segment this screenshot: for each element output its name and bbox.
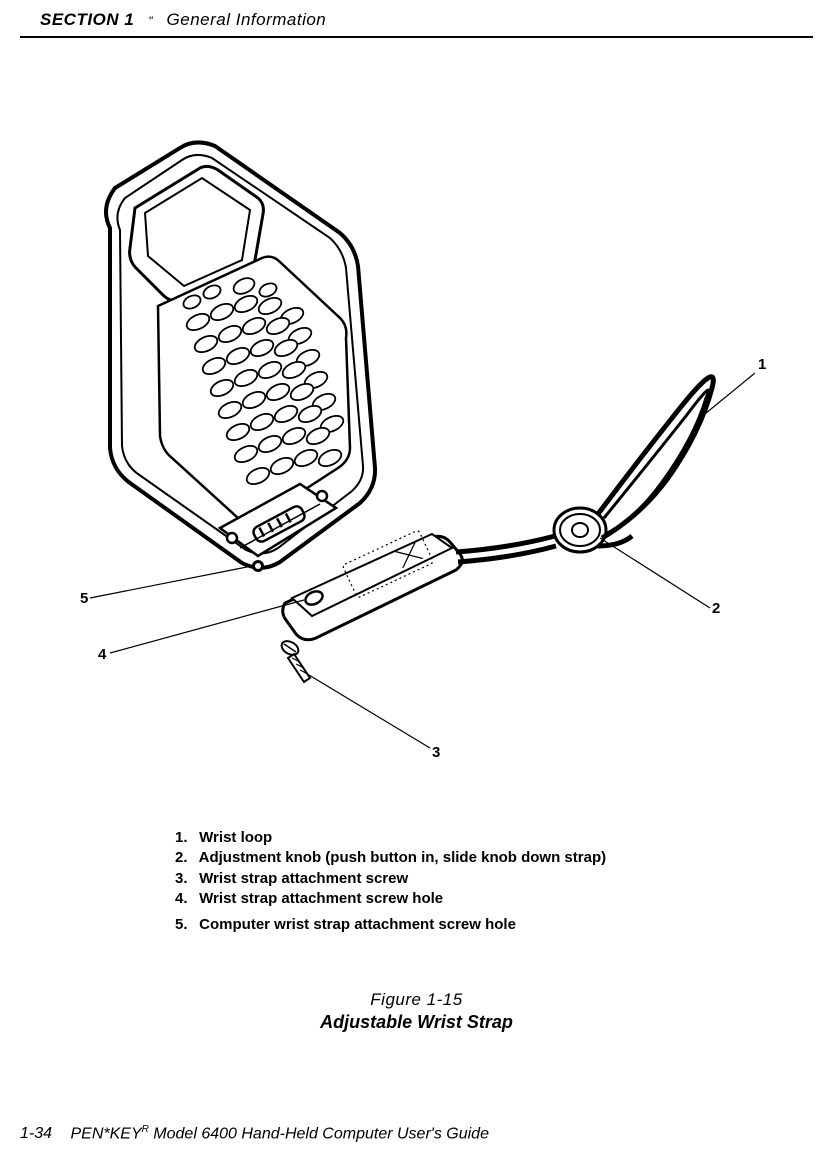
legend-num: 1. — [175, 828, 195, 848]
wrist-strap-diagram — [0, 38, 833, 828]
figure-caption: Figure 1-15 Adjustable Wrist Strap — [0, 990, 833, 1033]
legend-item: 2. Adjustment knob (push button in, slid… — [175, 848, 833, 868]
callout-2: 2 — [712, 600, 720, 617]
legend-num: 4. — [175, 889, 195, 909]
legend-item: 3. Wrist strap attachment screw — [175, 869, 833, 889]
callout-1: 1 — [758, 356, 766, 373]
legend-item: 4. Wrist strap attachment screw hole — [175, 889, 833, 909]
callout-3: 3 — [432, 744, 440, 761]
page-footer: 1-34 PEN*KEYR Model 6400 Hand-Held Compu… — [0, 1124, 833, 1143]
registered-mark: R — [142, 1124, 149, 1135]
header-separator: " — [148, 14, 152, 28]
figure-title: Adjustable Wrist Strap — [0, 1012, 833, 1033]
legend-item: 1. Wrist loop — [175, 828, 833, 848]
footer-product-suffix: Model 6400 Hand-Held Computer User's Gui… — [149, 1125, 489, 1142]
figure-id: Figure 1-15 — [0, 990, 833, 1010]
page-header: SECTION 1 " General Information — [20, 0, 813, 38]
legend-num: 3. — [175, 869, 195, 889]
figure-legend: 1. Wrist loop 2. Adjustment knob (push b… — [175, 828, 833, 935]
callout-4: 4 — [98, 646, 106, 663]
legend-text: Computer wrist strap attachment screw ho… — [199, 916, 516, 933]
legend-num: 5. — [175, 915, 195, 935]
section-title: General Information — [167, 10, 327, 30]
footer-product-prefix: PEN*KEY — [70, 1125, 141, 1142]
legend-text: Wrist strap attachment screw hole — [199, 890, 443, 907]
page-number: 1-34 — [20, 1125, 52, 1142]
callout-5: 5 — [80, 590, 88, 607]
legend-num: 2. — [175, 848, 195, 868]
legend-item: 5. Computer wrist strap attachment screw… — [175, 915, 833, 935]
figure-diagram: 1 2 3 4 5 — [0, 38, 833, 828]
legend-text: Adjustment knob (push button in, slide k… — [199, 849, 606, 866]
legend-text: Wrist loop — [199, 829, 272, 846]
legend-text: Wrist strap attachment screw — [199, 870, 408, 887]
section-label: SECTION 1 — [40, 10, 134, 30]
